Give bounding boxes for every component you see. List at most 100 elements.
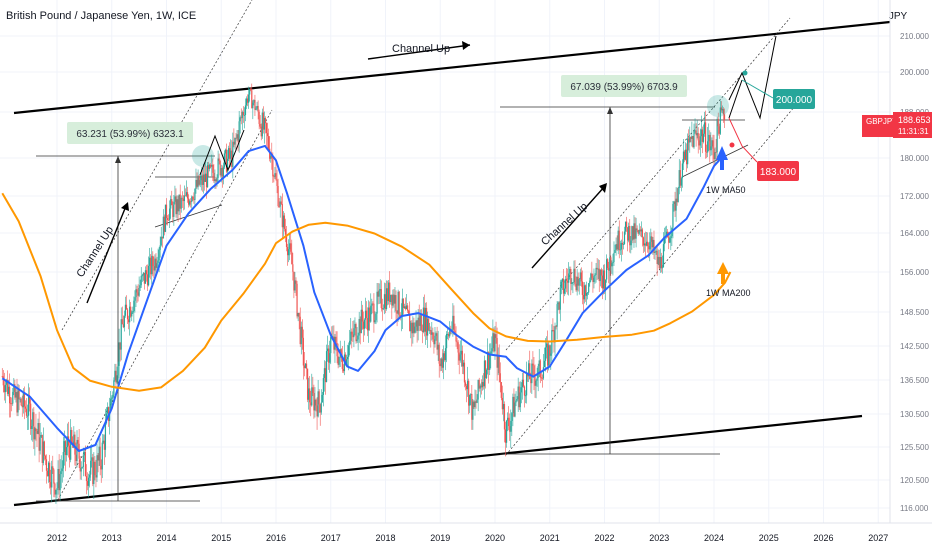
candle-body: [152, 255, 154, 267]
channel-arrow: [531, 185, 606, 269]
candle-body: [448, 333, 450, 337]
candle-body: [384, 294, 387, 309]
candle-body: [440, 358, 442, 367]
candle-body: [422, 307, 425, 332]
candle-body: [211, 164, 213, 167]
candle-body: [300, 326, 302, 345]
candle-body: [146, 274, 149, 286]
measure-box-left: [67, 122, 193, 144]
candle-body: [156, 263, 158, 268]
candle-body: [151, 255, 153, 275]
candle-body: [472, 401, 474, 420]
candle-body: [608, 267, 610, 271]
candle-body: [297, 312, 299, 317]
candle-body: [633, 223, 635, 240]
candle-body: [702, 133, 705, 142]
candle-body: [195, 179, 197, 189]
y-tick-label: 130.500: [900, 410, 929, 419]
candle-body: [464, 382, 467, 386]
candle-body: [95, 475, 97, 478]
candle-body: [402, 298, 404, 308]
candle-body: [511, 413, 513, 421]
candle-body: [345, 359, 348, 364]
candle-body: [22, 392, 24, 408]
candle-body: [94, 461, 96, 476]
candle-body: [265, 123, 268, 134]
candle-body: [293, 271, 295, 291]
candle-body: [576, 276, 578, 291]
candle-body: [90, 460, 92, 475]
candle-body: [421, 330, 423, 332]
candle-body: [138, 287, 140, 296]
candle-body: [620, 242, 622, 250]
candle-body: [688, 138, 690, 143]
candle-body: [538, 360, 540, 367]
candle-body: [87, 477, 90, 486]
candle-body: [393, 294, 395, 304]
candle-body: [629, 225, 631, 246]
candle-body: [414, 326, 416, 333]
candle-body: [41, 434, 43, 463]
candle-body: [458, 352, 460, 361]
candle-body: [240, 117, 242, 119]
candle-body: [262, 112, 264, 130]
channel-lines: [13, 0, 891, 507]
candle-body: [461, 350, 463, 367]
candle-body: [7, 386, 10, 394]
candle-body: [253, 99, 255, 103]
candle-body: [235, 137, 237, 139]
candle-body: [83, 451, 85, 456]
candle-body: [126, 309, 129, 320]
candle-body: [478, 379, 480, 389]
candle-body: [677, 188, 679, 203]
candle-body: [439, 363, 441, 367]
x-axis[interactable]: 2012 2013 2014 2015 2016 2017 2018 2019 2020 2021…: [0, 522, 932, 543]
candle-body: [654, 251, 656, 253]
candle-body: [190, 201, 192, 203]
candle-body: [672, 203, 674, 228]
dotted-channel-line: [505, 99, 801, 456]
candle-body: [684, 149, 687, 160]
candle-body: [476, 399, 478, 403]
candle-body: [594, 274, 596, 276]
channel-arrow-head: [599, 183, 607, 193]
candle-body: [269, 148, 271, 159]
candle-body: [81, 467, 83, 468]
candle-body: [463, 362, 466, 383]
candle-body: [367, 318, 369, 331]
candle-body: [39, 437, 41, 451]
candle-body: [166, 218, 169, 220]
candle-body: [52, 466, 54, 470]
candle-body: [13, 384, 15, 392]
candle-body: [33, 412, 35, 440]
candle-body: [31, 425, 33, 430]
candle-body: [264, 117, 267, 124]
candle-body: [319, 404, 321, 413]
candle-body: [574, 268, 576, 284]
candle-body: [474, 401, 476, 408]
candle-body: [336, 342, 338, 357]
candle-body: [525, 373, 528, 396]
currency-label[interactable]: JPY: [889, 11, 908, 22]
y-axis[interactable]: 210.000200.000188.000180.000172.000164.0…: [889, 0, 929, 523]
candle-body: [218, 158, 220, 161]
candle-body: [462, 362, 465, 367]
candle-body: [649, 241, 651, 250]
channel-arrow: [367, 44, 471, 60]
candle-body: [252, 102, 254, 109]
target-connector: [741, 79, 774, 99]
candle-body: [563, 288, 566, 294]
candle-body: [257, 105, 259, 112]
candle-body: [646, 241, 648, 246]
candle-body: [560, 281, 562, 289]
ref-arrow: [115, 156, 121, 163]
ma50-arrow-icon: [716, 146, 728, 170]
candle-body: [188, 198, 190, 205]
candle-body: [261, 112, 263, 137]
candle-body: [10, 403, 12, 405]
candle-body: [438, 344, 440, 364]
candle-body: [317, 391, 319, 417]
candle-body: [316, 405, 318, 417]
candle-body: [572, 282, 574, 283]
candle-body: [123, 315, 125, 328]
